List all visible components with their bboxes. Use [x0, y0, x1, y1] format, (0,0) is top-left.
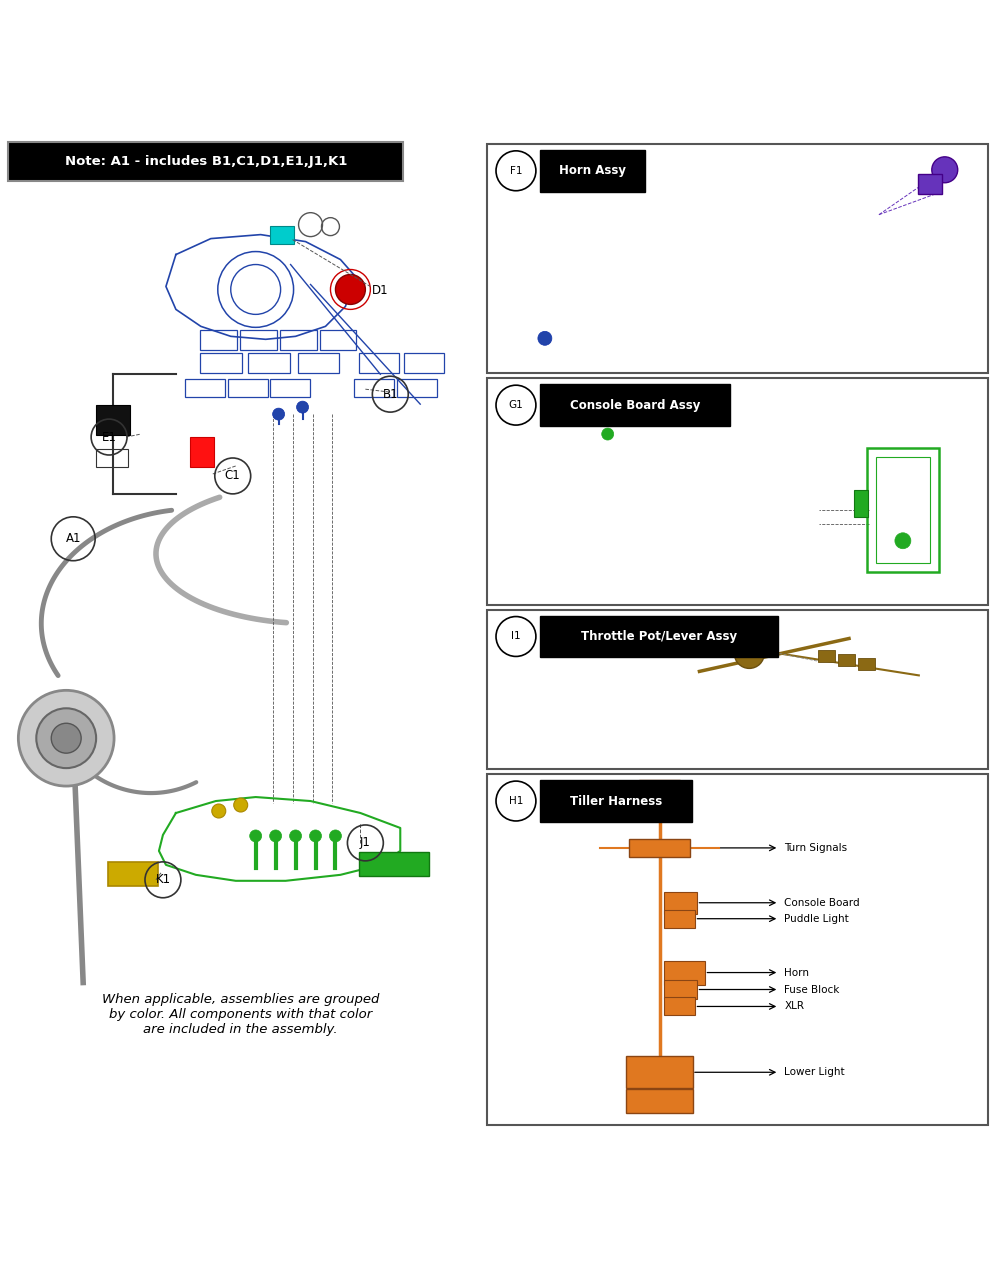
Text: J1: J1 — [360, 836, 371, 849]
FancyBboxPatch shape — [574, 782, 598, 813]
Circle shape — [51, 723, 81, 753]
FancyBboxPatch shape — [487, 774, 988, 1125]
Text: Console Board: Console Board — [784, 898, 860, 907]
FancyBboxPatch shape — [540, 150, 645, 191]
Circle shape — [734, 639, 764, 669]
FancyBboxPatch shape — [8, 142, 403, 181]
Text: F1: F1 — [510, 166, 522, 176]
Circle shape — [310, 830, 321, 841]
Circle shape — [335, 275, 365, 304]
Text: Throttle Pot/Lever Assy: Throttle Pot/Lever Assy — [581, 630, 737, 642]
FancyBboxPatch shape — [540, 384, 730, 426]
Text: Note: A1 - includes B1,C1,D1,E1,J1,K1: Note: A1 - includes B1,C1,D1,E1,J1,K1 — [65, 155, 347, 167]
FancyBboxPatch shape — [664, 997, 695, 1015]
Circle shape — [234, 798, 248, 812]
FancyBboxPatch shape — [629, 839, 690, 856]
Text: When applicable, assemblies are grouped
by color. All components with that color: When applicable, assemblies are grouped … — [102, 993, 379, 1036]
Text: Throttle: Throttle — [594, 787, 635, 797]
Circle shape — [602, 428, 614, 440]
Text: G1: G1 — [509, 400, 523, 411]
FancyBboxPatch shape — [270, 226, 294, 243]
Text: D1: D1 — [372, 284, 389, 296]
FancyBboxPatch shape — [108, 862, 158, 886]
FancyBboxPatch shape — [626, 1057, 693, 1088]
Text: Horn Assy: Horn Assy — [559, 165, 626, 177]
Text: K1: K1 — [155, 873, 171, 887]
FancyBboxPatch shape — [854, 490, 868, 517]
Circle shape — [36, 708, 96, 768]
Text: Puddle Light: Puddle Light — [784, 914, 849, 924]
Text: I1: I1 — [511, 631, 521, 641]
FancyBboxPatch shape — [190, 437, 214, 468]
FancyBboxPatch shape — [540, 616, 778, 658]
FancyBboxPatch shape — [664, 910, 695, 927]
Text: Console Board Assy: Console Board Assy — [570, 399, 700, 412]
Text: Lower Light: Lower Light — [784, 1067, 845, 1077]
FancyBboxPatch shape — [818, 650, 835, 663]
Text: E1: E1 — [102, 431, 117, 443]
Circle shape — [250, 830, 262, 841]
FancyBboxPatch shape — [487, 379, 988, 604]
Circle shape — [273, 408, 285, 421]
FancyBboxPatch shape — [838, 655, 855, 666]
Circle shape — [18, 691, 114, 786]
Circle shape — [297, 402, 309, 413]
FancyBboxPatch shape — [96, 405, 130, 435]
Text: Tiller Harness: Tiller Harness — [570, 794, 662, 807]
Circle shape — [212, 805, 226, 818]
FancyBboxPatch shape — [664, 979, 697, 1000]
Text: B1: B1 — [382, 388, 398, 400]
Circle shape — [619, 413, 631, 426]
Text: Horn: Horn — [784, 968, 809, 978]
FancyBboxPatch shape — [664, 960, 705, 984]
Text: XLR: XLR — [784, 1001, 804, 1011]
Circle shape — [895, 533, 911, 549]
Circle shape — [290, 830, 302, 841]
FancyBboxPatch shape — [626, 1090, 693, 1114]
Text: Fuse Block: Fuse Block — [784, 984, 840, 995]
Circle shape — [329, 830, 341, 841]
FancyBboxPatch shape — [664, 892, 697, 914]
FancyBboxPatch shape — [359, 851, 429, 875]
FancyBboxPatch shape — [639, 780, 680, 805]
FancyBboxPatch shape — [918, 174, 942, 194]
Text: Turn Signals: Turn Signals — [784, 843, 847, 853]
FancyBboxPatch shape — [858, 659, 875, 670]
Text: A1: A1 — [65, 532, 81, 545]
FancyBboxPatch shape — [487, 144, 988, 374]
FancyBboxPatch shape — [487, 609, 988, 769]
FancyBboxPatch shape — [540, 780, 692, 822]
Circle shape — [538, 332, 552, 346]
Circle shape — [270, 830, 282, 841]
Text: H1: H1 — [509, 796, 523, 806]
Text: C1: C1 — [225, 470, 241, 483]
Circle shape — [932, 157, 958, 182]
